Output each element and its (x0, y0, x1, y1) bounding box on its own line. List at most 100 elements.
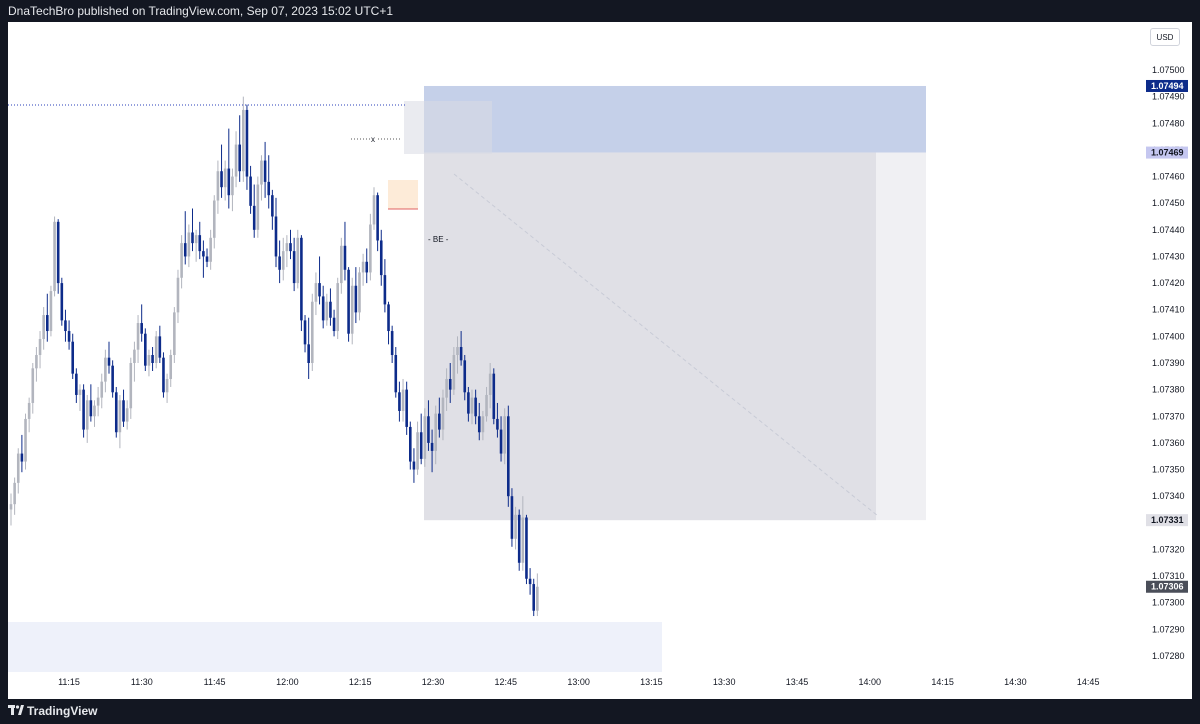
candle[interactable] (38, 331, 42, 369)
candle[interactable] (158, 325, 162, 363)
candle[interactable] (263, 141, 267, 198)
candle[interactable] (419, 413, 423, 465)
candle[interactable] (274, 197, 278, 268)
candle[interactable] (165, 373, 169, 403)
candle[interactable] (365, 248, 369, 284)
candle[interactable] (118, 394, 122, 449)
target-zone[interactable] (424, 152, 876, 521)
candle[interactable] (409, 421, 412, 470)
candle[interactable] (111, 360, 114, 398)
candle[interactable] (187, 224, 191, 268)
candle[interactable] (459, 331, 463, 366)
candle[interactable] (376, 192, 379, 252)
candle[interactable] (31, 363, 35, 414)
candle[interactable] (296, 229, 300, 289)
candle[interactable] (492, 368, 496, 425)
candle[interactable] (27, 397, 31, 433)
candle[interactable] (144, 328, 147, 371)
candle[interactable] (514, 506, 517, 550)
candle[interactable] (202, 240, 205, 278)
candle[interactable] (340, 237, 343, 294)
time-axis[interactable]: 11:15 11:30 11:45 12:00 12:15 12:30 12:45 13:00… (58, 677, 1099, 687)
candle[interactable] (96, 386, 100, 417)
candle[interactable] (104, 349, 107, 393)
candle[interactable] (75, 368, 78, 403)
candle[interactable] (412, 448, 416, 483)
candle[interactable] (521, 496, 525, 571)
candle[interactable] (477, 402, 481, 441)
candle[interactable] (289, 229, 292, 260)
candle[interactable] (416, 421, 419, 475)
candle[interactable] (16, 448, 20, 494)
candle[interactable] (318, 256, 321, 305)
price-label-tag[interactable]: 1.07331 (1146, 514, 1188, 527)
candle[interactable] (499, 416, 503, 462)
currency-button[interactable]: USD (1150, 28, 1180, 46)
candle[interactable] (154, 331, 158, 369)
candle[interactable] (89, 384, 93, 422)
candle[interactable] (191, 208, 194, 252)
candle[interactable] (510, 488, 514, 547)
candle[interactable] (503, 408, 506, 465)
candle[interactable] (350, 277, 354, 345)
candle[interactable] (303, 315, 307, 353)
candle[interactable] (133, 341, 136, 382)
candle[interactable] (183, 211, 187, 265)
price-label-tag[interactable]: 1.07306 (1146, 580, 1188, 593)
candle[interactable] (176, 269, 180, 324)
candle[interactable] (405, 381, 408, 435)
candle[interactable] (528, 568, 532, 595)
candle[interactable] (448, 363, 452, 403)
candle[interactable] (427, 400, 430, 451)
candle[interactable] (13, 477, 16, 515)
candle[interactable] (56, 219, 60, 294)
stop-loss-zone[interactable] (424, 85, 926, 153)
candle[interactable] (24, 413, 27, 470)
candle[interactable] (383, 259, 387, 313)
candle[interactable] (329, 288, 332, 326)
candle[interactable] (379, 229, 383, 286)
candle[interactable] (517, 509, 521, 571)
candle[interactable] (314, 272, 318, 316)
candle[interactable] (242, 96, 245, 182)
candle[interactable] (64, 309, 67, 342)
candle[interactable] (256, 176, 260, 238)
candle[interactable] (532, 578, 536, 617)
candle[interactable] (278, 240, 281, 284)
chart-frame[interactable]: x- BE - 1.075001.074901.074801.074701.07… (8, 22, 1192, 699)
candle[interactable] (129, 357, 133, 419)
candle[interactable] (147, 349, 151, 377)
candle[interactable] (67, 320, 71, 350)
price-axis[interactable]: 1.075001.074901.074801.074701.074601.074… (1146, 65, 1188, 661)
candle[interactable] (438, 397, 441, 438)
candle[interactable] (343, 221, 347, 281)
candle[interactable] (85, 394, 89, 443)
candle[interactable] (20, 434, 24, 473)
candle[interactable] (49, 285, 53, 337)
candle[interactable] (470, 389, 474, 425)
candle[interactable] (227, 128, 231, 209)
candle[interactable] (325, 293, 329, 326)
candle[interactable] (281, 237, 285, 281)
candle[interactable] (430, 429, 434, 473)
candle[interactable] (467, 386, 470, 422)
candle[interactable] (507, 405, 510, 507)
candle[interactable] (369, 213, 372, 281)
candle[interactable] (46, 293, 49, 342)
candlestick-chart[interactable]: x- BE - 1.075001.074901.074801.074701.07… (8, 22, 1192, 699)
candle[interactable] (42, 307, 45, 350)
candle[interactable] (452, 347, 456, 395)
candle[interactable] (223, 160, 227, 201)
candle[interactable] (212, 195, 216, 249)
candle[interactable] (125, 400, 129, 430)
candle[interactable] (216, 160, 220, 214)
candle[interactable] (292, 237, 296, 292)
candle[interactable] (485, 386, 488, 422)
candle[interactable] (394, 347, 398, 398)
candle[interactable] (332, 309, 336, 337)
candle[interactable] (260, 155, 263, 201)
candle[interactable] (35, 347, 38, 382)
candle[interactable] (162, 352, 165, 398)
candle[interactable] (107, 341, 111, 374)
candle[interactable] (245, 104, 249, 190)
